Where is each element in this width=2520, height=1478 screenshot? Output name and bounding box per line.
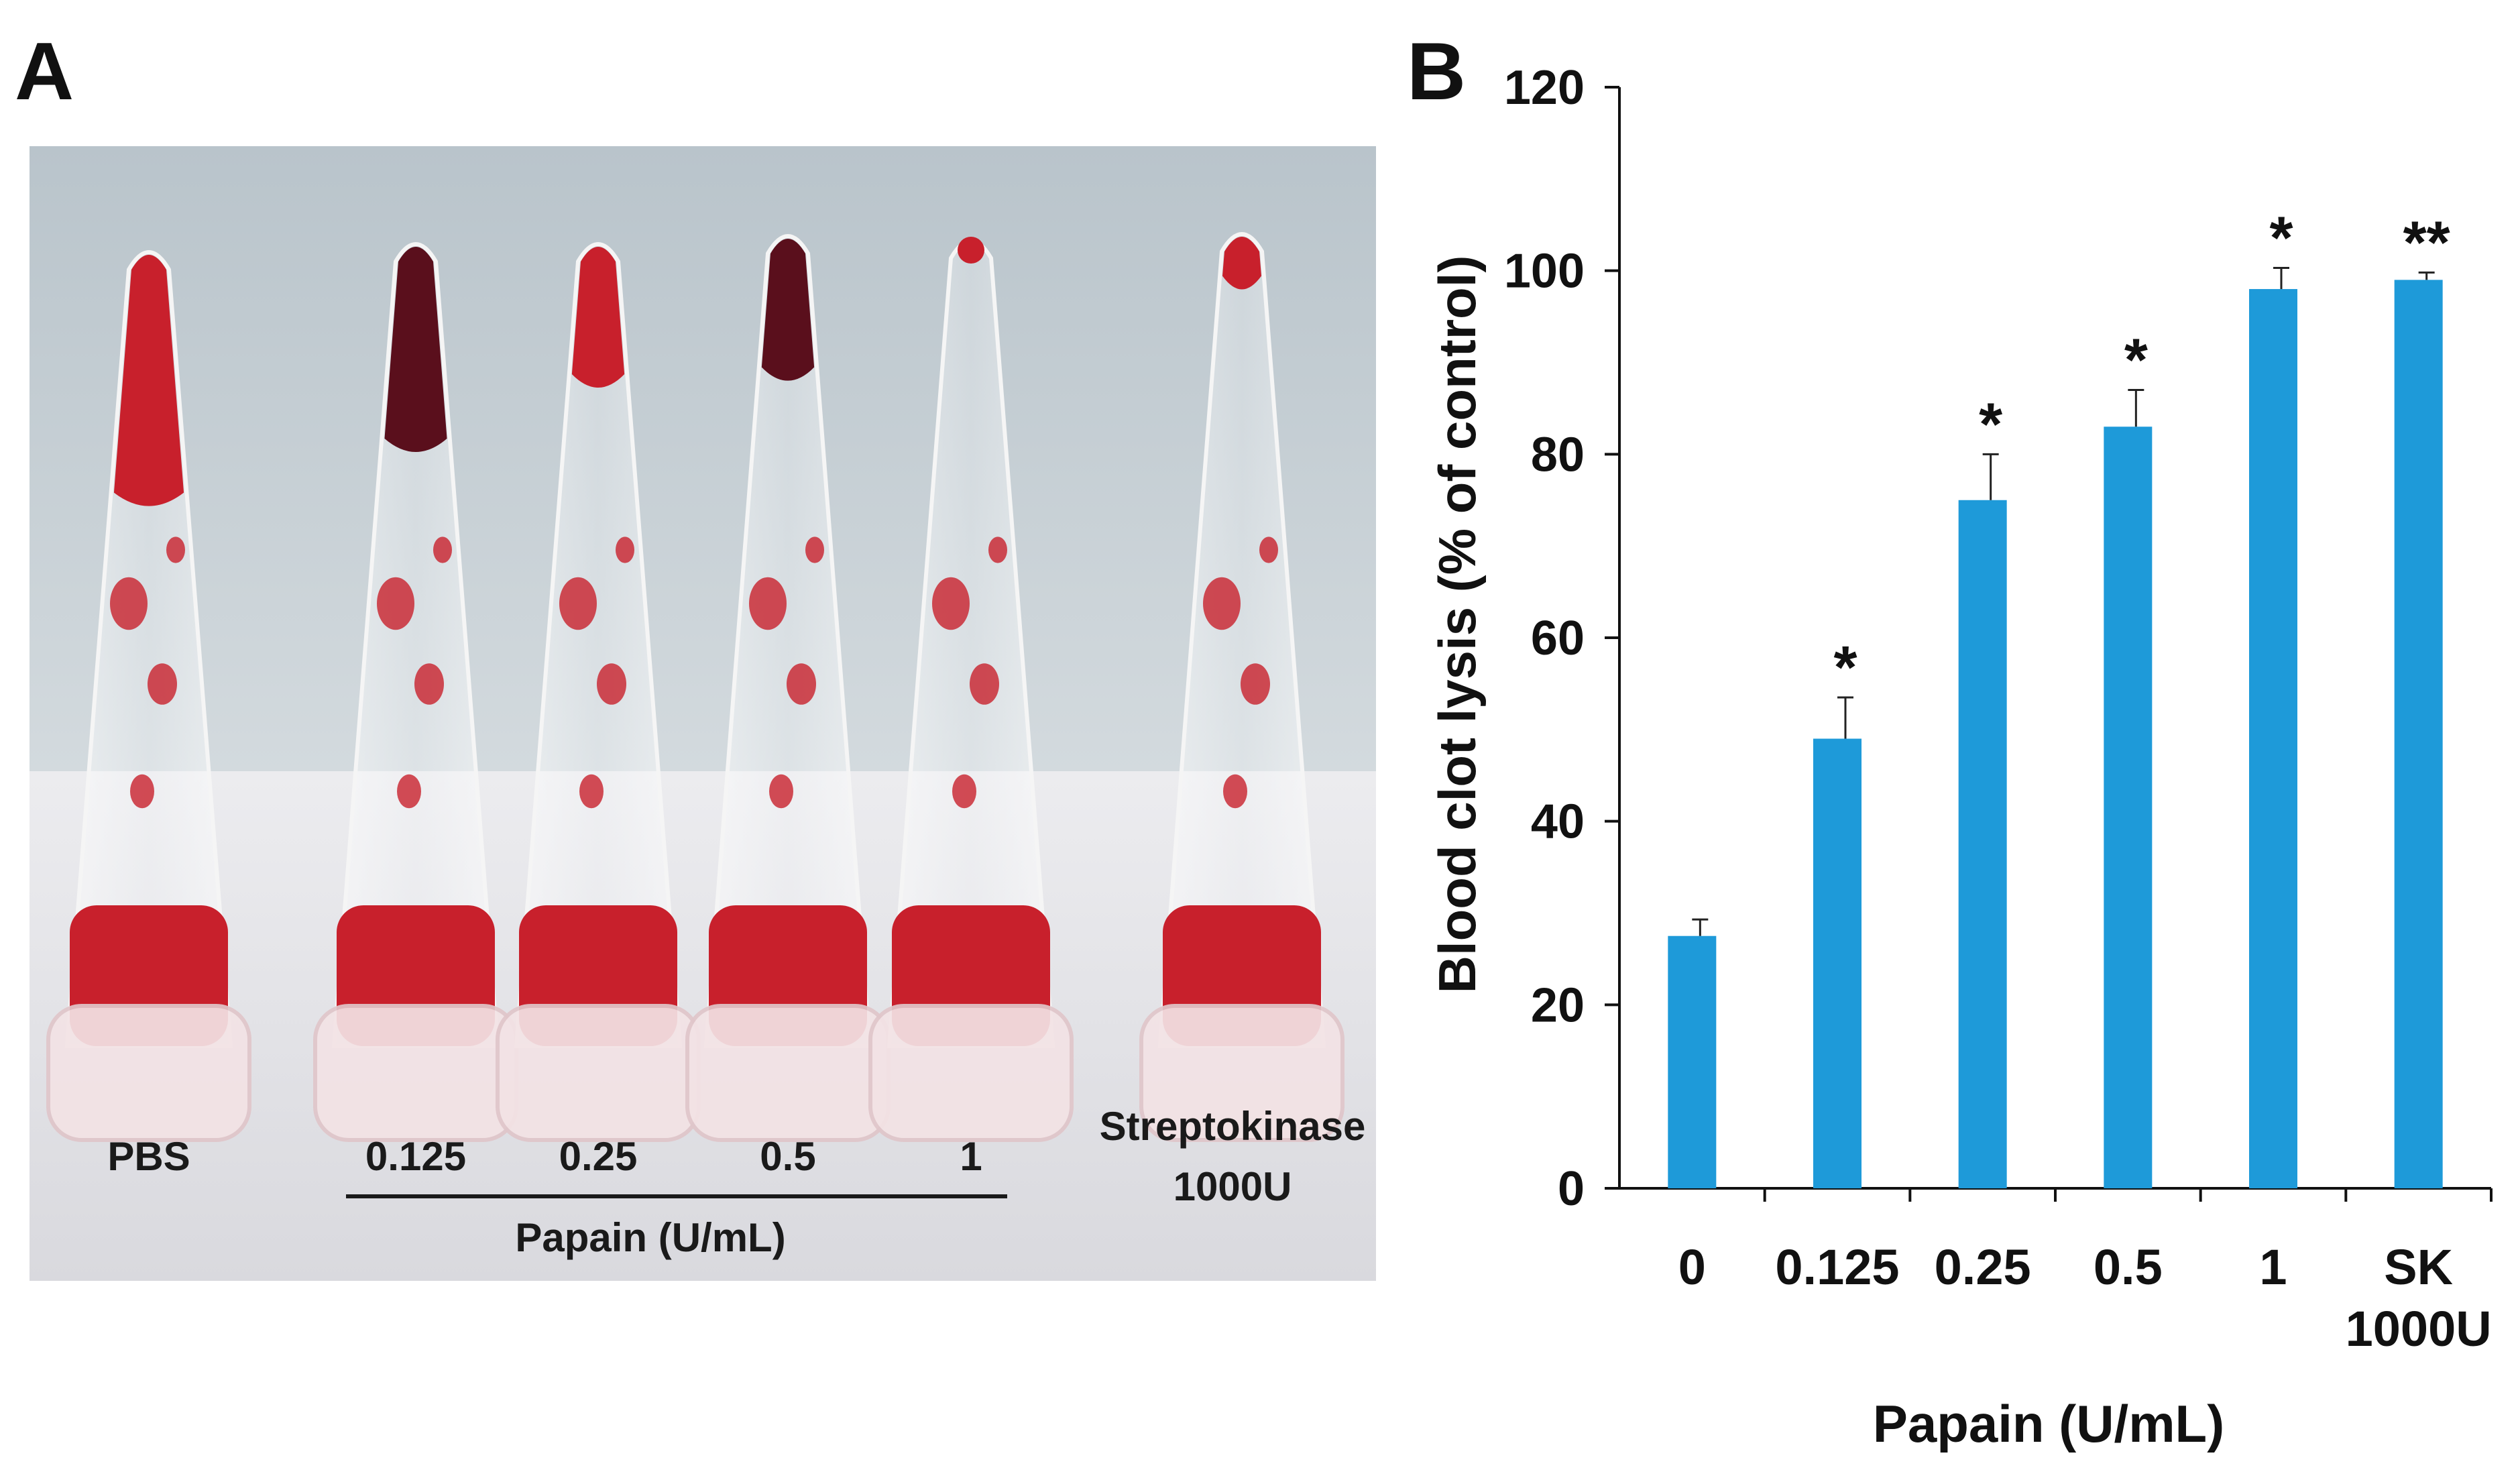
panel-a-letter: A <box>15 25 74 117</box>
x-tick-label: SK 1000U <box>2346 1239 2492 1357</box>
tube-clot <box>113 255 184 506</box>
y-tick-label: 80 <box>1531 428 1585 481</box>
bar <box>2249 289 2297 1188</box>
y-tick-label: 0 <box>1558 1162 1585 1216</box>
bar <box>1813 738 1862 1188</box>
bar <box>1958 500 2007 1188</box>
clot-fragment <box>616 536 634 563</box>
clot-fragment <box>1203 577 1241 630</box>
clot-fragment <box>110 577 148 630</box>
tube-body <box>703 234 872 1048</box>
clot-fragment <box>166 536 185 563</box>
y-axis: 0 20 40 60 80 100 120 <box>1504 61 1621 1216</box>
tube-cap <box>496 1004 701 1142</box>
clot-fragment <box>377 577 414 630</box>
tube-label-streptokinase: Streptokinase <box>1100 1104 1366 1149</box>
clot-fragment <box>1259 536 1278 563</box>
tube <box>868 237 1074 1142</box>
tube-cap <box>313 1004 518 1142</box>
tube-group <box>46 232 1344 1142</box>
photo-labels: PBS 0.125 0.25 0.5 1 Streptokinase 1000U… <box>107 1104 1365 1260</box>
significance-mark: * <box>2269 205 2293 272</box>
clot-fragment <box>805 536 824 563</box>
y-axis-title: Blood clot lysis (% of control) <box>1428 255 1487 994</box>
tube-cap <box>1139 1004 1344 1142</box>
tube <box>313 242 518 1142</box>
y-tick-label: 40 <box>1531 795 1585 849</box>
clot-fragment <box>1223 774 1247 809</box>
tube-cap <box>46 1004 251 1142</box>
clot-fragment <box>932 577 970 630</box>
significance-mark: * <box>2124 327 2148 394</box>
bars: **** ** <box>1668 205 2450 1189</box>
x-tick-label: 0.5 <box>2094 1239 2163 1295</box>
tube-cap <box>685 1004 891 1142</box>
tube-photo: PBS 0.125 0.25 0.5 1 Streptokinase 1000U… <box>30 146 1376 1281</box>
clot-fragment <box>787 663 816 705</box>
clot-fragment <box>130 774 154 809</box>
x-tick-label: 0.125 <box>1775 1239 1899 1295</box>
tube-label-1: 1 <box>960 1134 982 1179</box>
tube-body <box>64 250 233 1048</box>
y-tick-label: 100 <box>1504 245 1585 298</box>
x-tick-label: 0.25 <box>1935 1239 2031 1295</box>
tube-cap <box>868 1004 1074 1142</box>
x-axis: 0 0.125 0.25 0.5 1 SK 1000U <box>1619 1187 2493 1357</box>
tube <box>1139 232 1344 1142</box>
tube-body <box>331 242 500 1048</box>
clot-fragment <box>579 774 604 809</box>
bar <box>1668 935 1717 1188</box>
bar <box>2104 427 2153 1188</box>
x-tick-label: 0 <box>1678 1239 1706 1295</box>
clot-fragment <box>433 536 452 563</box>
tube-label-pbs: PBS <box>107 1134 190 1179</box>
tube-clot <box>958 237 984 264</box>
y-tick-label: 20 <box>1531 978 1585 1032</box>
clot-fragment <box>970 663 999 705</box>
tube-body <box>514 242 683 1048</box>
clot-fragment <box>414 663 444 705</box>
tube <box>46 250 251 1142</box>
tube-label-streptokinase-dose: 1000U <box>1173 1164 1292 1209</box>
tube <box>496 242 701 1142</box>
tube <box>685 234 891 1142</box>
tube-label-0-125: 0.125 <box>365 1134 466 1179</box>
tube-clot <box>761 239 815 381</box>
clot-fragment <box>749 577 787 630</box>
panel-a: A PBS 0.125 0.25 0.5 1 Streptokinase 100… <box>15 25 1376 1281</box>
clot-fragment <box>952 774 976 809</box>
tube-body <box>1157 232 1326 1048</box>
x-axis-title: Papain (U/mL) <box>1873 1394 2224 1453</box>
tube-label-0-25: 0.25 <box>559 1134 638 1179</box>
significance-mark: * <box>1833 634 1857 701</box>
clot-fragment <box>397 774 421 809</box>
clot-fragment <box>148 663 177 705</box>
significance-mark: ** <box>2403 209 2450 276</box>
clot-fragment <box>597 663 626 705</box>
clot-fragment <box>988 536 1007 563</box>
tube-clot <box>571 247 625 388</box>
tube-label-0-5: 0.5 <box>760 1134 815 1179</box>
bar <box>2394 280 2443 1189</box>
tube-clot <box>1222 237 1262 290</box>
x-tick-label: 1 <box>2259 1239 2287 1295</box>
significance-mark: * <box>1979 391 2002 458</box>
clot-fragment <box>559 577 597 630</box>
papain-group-label: Papain (U/mL) <box>515 1215 785 1260</box>
panel-b-letter: B <box>1407 25 1466 117</box>
y-tick-label: 120 <box>1504 61 1585 115</box>
clot-fragment <box>1241 663 1270 705</box>
y-tick-label: 60 <box>1531 612 1585 665</box>
clot-fragment <box>769 774 793 809</box>
tube-clot <box>384 247 447 452</box>
photo-wall-background <box>30 146 1376 771</box>
